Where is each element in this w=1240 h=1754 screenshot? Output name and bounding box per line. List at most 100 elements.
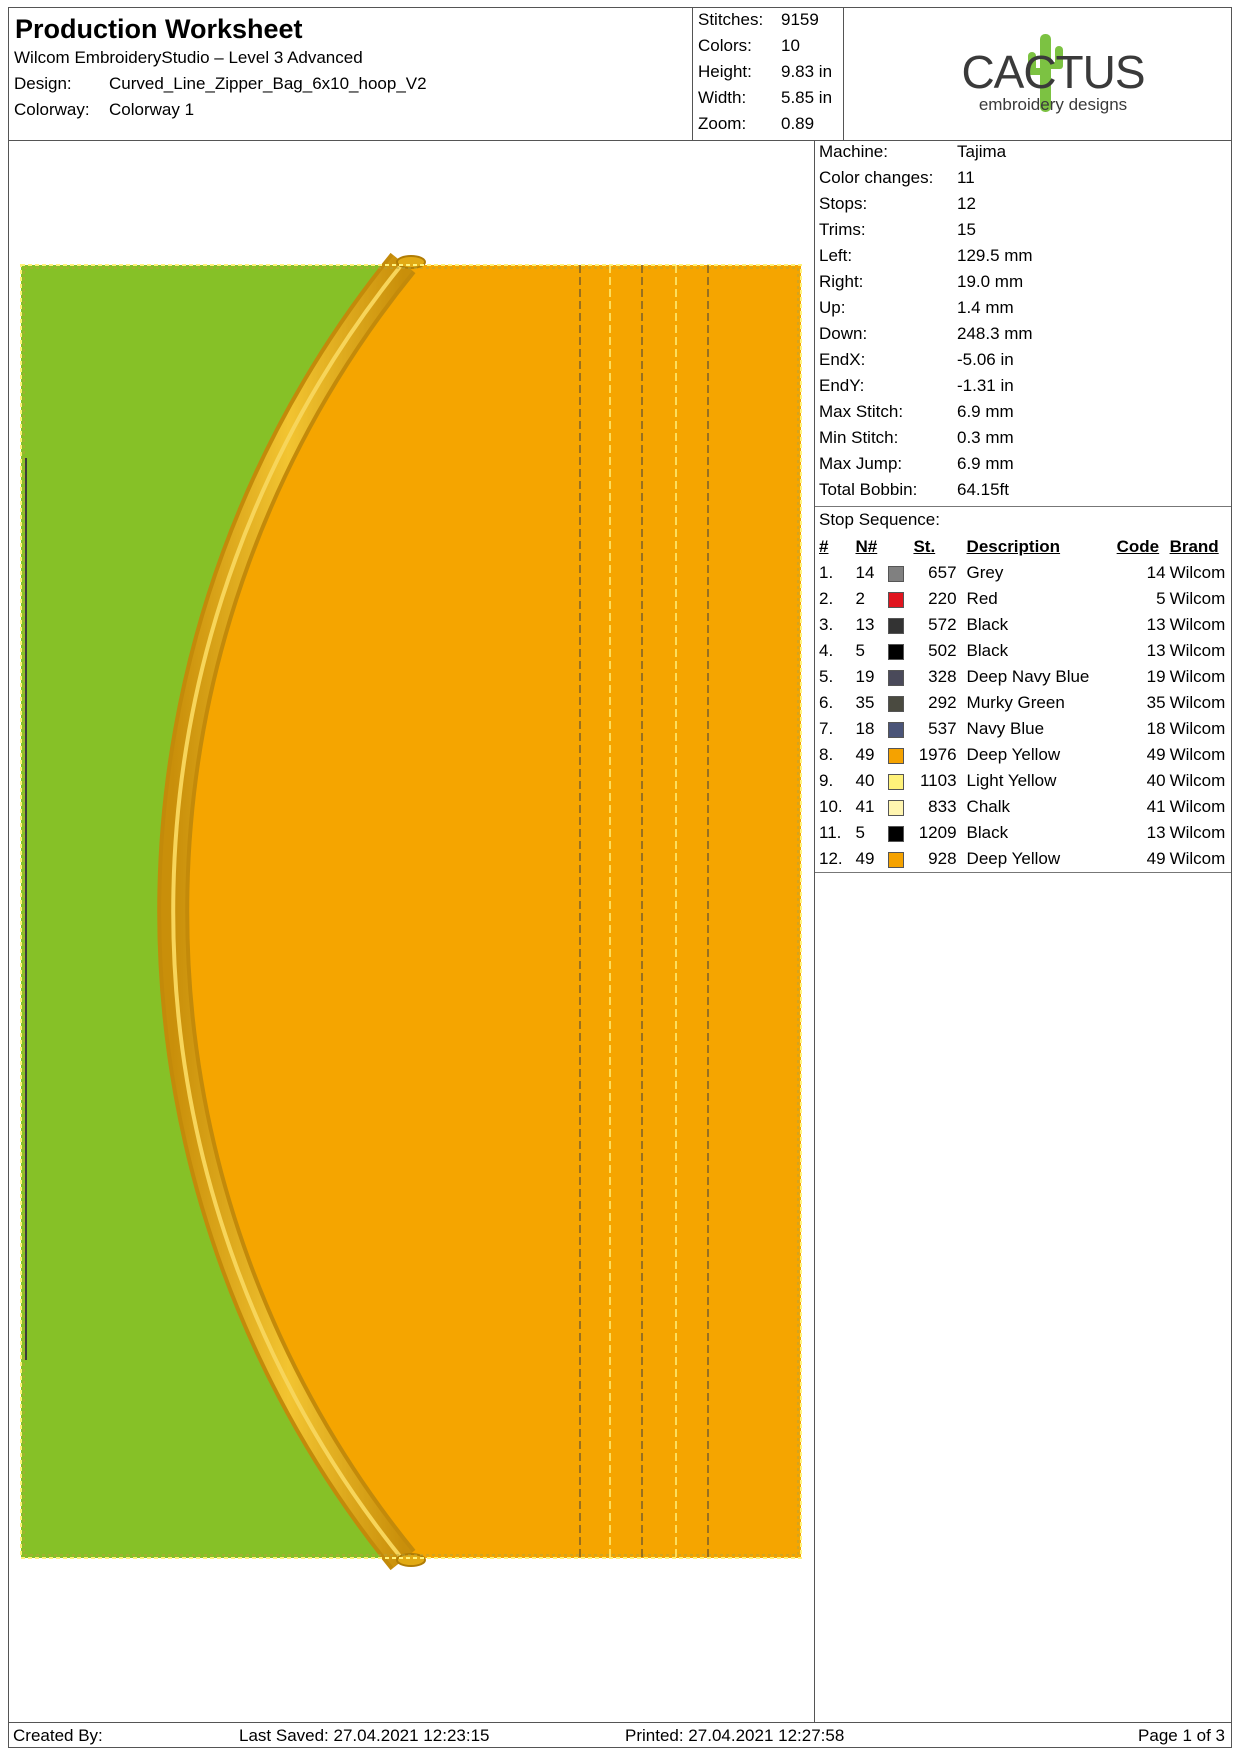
- printed-date: Printed: 27.04.2021 12:27:58: [625, 1726, 845, 1745]
- info-row: EndY: -1.31 in: [819, 376, 1014, 396]
- info-value: 6.9 mm: [957, 454, 1014, 473]
- thread-description: Black: [966, 641, 1009, 660]
- color-swatch-cell: [886, 690, 911, 716]
- color-swatch-cell: [886, 846, 911, 872]
- outline-stitch-inner: [23, 267, 799, 1556]
- last-saved: Last Saved: 27.04.2021 12:23:15: [239, 1726, 490, 1745]
- info-value: 15: [957, 220, 976, 239]
- color-swatch-cell: [886, 586, 911, 612]
- info-label: Max Stitch:: [819, 402, 904, 421]
- thread-code: 5: [1156, 589, 1166, 608]
- color-swatch: [888, 565, 905, 582]
- info-label: Stops:: [819, 194, 868, 213]
- thread-code: 19: [1146, 667, 1166, 686]
- info-label: Machine:: [819, 142, 888, 161]
- height-label: Height:: [698, 62, 752, 81]
- color-swatch: [888, 773, 905, 790]
- needle-number: 19: [855, 667, 875, 686]
- table-row: 1. 14 657 Grey 14 Wilcom: [817, 560, 1231, 586]
- thread-code: 14: [1146, 563, 1166, 582]
- worksheet-page: Production Worksheet Wilcom EmbroiderySt…: [8, 7, 1232, 1748]
- info-row: Machine: Tajima: [819, 142, 1006, 162]
- page-title: Production Worksheet: [15, 14, 303, 44]
- stitch-count: 1209: [918, 823, 957, 842]
- needle-number: 13: [855, 615, 875, 634]
- needle-number: 49: [855, 745, 875, 764]
- thread-description: Red: [966, 589, 998, 608]
- table-row: 6. 35 292 Murky Green 35 Wilcom: [817, 690, 1231, 716]
- row-number: 4.: [819, 641, 834, 660]
- zoom-stat: Zoom: 0.89: [698, 114, 814, 134]
- thread-code: 40: [1146, 771, 1166, 790]
- col-header-number: #: [819, 537, 829, 556]
- info-label: Down:: [819, 324, 868, 343]
- info-value: 64.15ft: [957, 480, 1009, 499]
- table-row: 11. 5 1209 Black 13 Wilcom: [817, 820, 1231, 846]
- stitch-count: 292: [928, 693, 957, 712]
- needle-number: 5: [855, 641, 865, 660]
- info-value: 12: [957, 194, 976, 213]
- info-value: 11: [957, 168, 975, 187]
- stitch-count: 1976: [918, 745, 957, 764]
- width-label: Width:: [698, 88, 747, 107]
- thread-brand: Wilcom: [1169, 771, 1226, 790]
- thread-brand: Wilcom: [1169, 667, 1226, 686]
- stitch-count: 537: [928, 719, 957, 738]
- stitches-label: Stitches:: [698, 10, 764, 29]
- thread-code: 41: [1146, 797, 1166, 816]
- info-value: Tajima: [957, 142, 1007, 161]
- needle-number: 41: [855, 797, 875, 816]
- color-swatch: [888, 747, 905, 764]
- software-name: Wilcom EmbroideryStudio – Level 3 Advanc…: [14, 48, 363, 67]
- info-label: Right:: [819, 272, 864, 291]
- stitch-count: 1103: [919, 771, 957, 790]
- color-swatch: [888, 825, 905, 842]
- info-row: Max Jump: 6.9 mm: [819, 454, 1014, 474]
- needle-number: 49: [855, 849, 875, 868]
- thread-brand: Wilcom: [1169, 641, 1226, 660]
- colors-stat: Colors: 10: [698, 36, 800, 56]
- color-swatch: [888, 721, 905, 738]
- table-row: 10. 41 833 Chalk 41 Wilcom: [817, 794, 1231, 820]
- row-number: 11.: [819, 823, 842, 842]
- color-swatch: [888, 799, 905, 816]
- thread-description: Chalk: [966, 797, 1011, 816]
- color-swatch-cell: [886, 664, 911, 690]
- info-value: -5.06 in: [957, 350, 1014, 369]
- section-divider: [815, 506, 1231, 507]
- thread-brand: Wilcom: [1169, 745, 1226, 764]
- info-value: 129.5 mm: [957, 246, 1033, 265]
- color-swatch: [888, 617, 905, 634]
- thread-description: Murky Green: [966, 693, 1065, 712]
- needle-number: 14: [855, 563, 875, 582]
- colorway-label: Colorway:: [14, 100, 90, 119]
- info-row: Down: 248.3 mm: [819, 324, 1033, 344]
- stop-sequence-table: # N# St. Description Code Brand 1. 14 657 G…: [817, 534, 1231, 872]
- needle-number: 40: [855, 771, 875, 790]
- info-value: 19.0 mm: [957, 272, 1024, 291]
- page-number: Page 1 of 3: [1138, 1726, 1225, 1745]
- info-value: 248.3 mm: [957, 324, 1033, 343]
- color-swatch: [888, 669, 905, 686]
- logo-brand: CACTUS: [961, 46, 1144, 98]
- col-header-needle: N#: [855, 537, 878, 556]
- stitch-count: 328: [928, 667, 957, 686]
- color-swatch-cell: [886, 820, 911, 846]
- info-label: Left:: [819, 246, 853, 265]
- thread-brand: Wilcom: [1169, 563, 1226, 582]
- thread-code: 18: [1146, 719, 1166, 738]
- stitch-count: 833: [928, 797, 957, 816]
- info-label: Color changes:: [819, 168, 934, 187]
- design-stats: Stitches: 9159 Colors: 10 Height: 9.83 in W…: [692, 8, 844, 140]
- table-bottom-divider: [815, 872, 1231, 873]
- thread-code: 13: [1146, 823, 1166, 842]
- thread-code: 49: [1146, 745, 1166, 764]
- stitch-count: 928: [928, 849, 957, 868]
- thread-description: Deep Navy Blue: [966, 667, 1090, 686]
- table-header-row: # N# St. Description Code Brand: [817, 534, 1231, 560]
- info-row: Left: 129.5 mm: [819, 246, 1033, 266]
- stitch-count: 657: [928, 563, 957, 582]
- colors-label: Colors:: [698, 36, 752, 55]
- width-value: 5.85 in: [781, 88, 833, 107]
- thread-brand: Wilcom: [1169, 823, 1226, 842]
